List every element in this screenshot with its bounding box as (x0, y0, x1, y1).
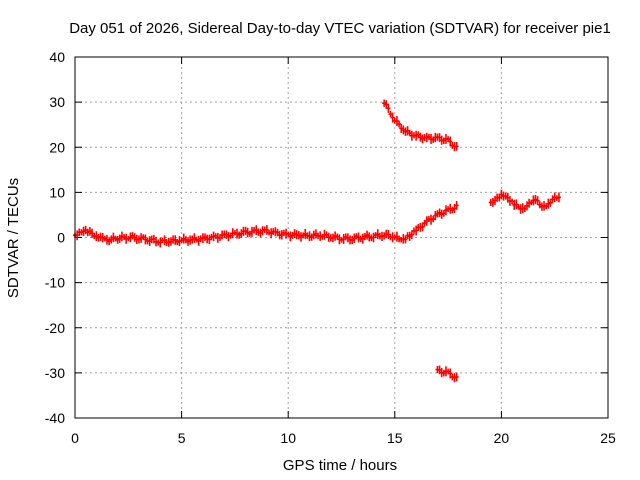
y-tick-label: -10 (45, 275, 65, 291)
y-tick-label: 40 (49, 49, 65, 65)
x-tick-label: 0 (71, 430, 79, 446)
plot-frame (74, 56, 609, 419)
chart-title: Day 051 of 2026, Sidereal Day-to-day VTE… (69, 20, 611, 37)
y-tick-label: 0 (57, 230, 65, 246)
series-upper (382, 99, 459, 152)
x-tick-label: 5 (178, 430, 186, 446)
x-tick-label: 10 (280, 430, 296, 446)
y-tick-label: -20 (45, 320, 65, 336)
y-tick-labels: -40 -30 -20 -10 0 10 20 30 40 (45, 49, 65, 426)
x-tick-label: 20 (494, 430, 510, 446)
y-tick-label: -30 (45, 365, 65, 381)
x-tick-label: 15 (387, 430, 403, 446)
series-lower (435, 365, 459, 383)
y-tick-label: -40 (45, 410, 65, 426)
y-axis-label: SDTVAR / TECUs (5, 178, 22, 298)
y-tick-label: 10 (49, 184, 65, 200)
y-tick-label: 30 (49, 94, 65, 110)
x-tick-label: 25 (600, 430, 616, 446)
series-main (73, 201, 459, 248)
y-tick-label: 20 (49, 139, 65, 155)
x-axis-label: GPS time / hours (283, 457, 397, 474)
series-late (488, 189, 561, 214)
data-series (73, 99, 561, 383)
x-tick-labels: 0 5 10 15 20 25 (71, 430, 616, 446)
